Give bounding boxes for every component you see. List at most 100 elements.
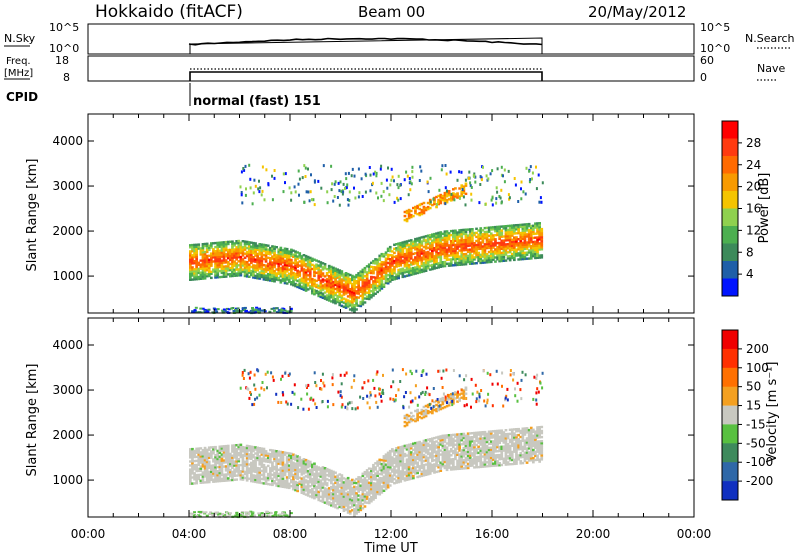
echo-cell [304, 263, 308, 266]
echo-cell [281, 469, 285, 472]
echo-cell [401, 453, 405, 456]
echo-cell [529, 241, 533, 244]
echo-cell [449, 254, 453, 257]
echo-cell [250, 471, 253, 475]
echo-cell [353, 491, 356, 495]
echo-cell [201, 471, 205, 474]
echo-cell [359, 494, 363, 497]
echo-cell [199, 267, 203, 270]
echo-cell [372, 463, 375, 467]
echo-cell [422, 268, 426, 271]
echo-cell [353, 279, 356, 283]
echo-cell [317, 286, 321, 290]
echo-cell [412, 260, 415, 264]
echo-cell [483, 261, 487, 264]
echo-cell [245, 263, 249, 266]
echo-cell [272, 309, 276, 312]
echo-cell [189, 464, 192, 467]
echo-cell [492, 236, 495, 239]
echo-cell [445, 462, 449, 465]
echo-cell [348, 308, 352, 311]
echo-cell [239, 251, 243, 255]
echo-cell [475, 227, 478, 230]
echo-cell [279, 267, 283, 270]
echo-cell [203, 471, 207, 474]
echo-cell [412, 270, 415, 274]
echo-cell [525, 227, 529, 230]
echo-cell [382, 455, 386, 458]
echo-cell [418, 440, 422, 444]
echo-cell [233, 274, 236, 277]
echo-cell [452, 237, 455, 241]
echo-cell [372, 476, 375, 479]
echo-cell [214, 276, 217, 279]
echo-cell [525, 253, 529, 256]
echo-cell [393, 467, 396, 471]
echo-cell [452, 241, 455, 245]
echo-cell [412, 466, 415, 470]
echo-cell [444, 202, 447, 206]
echo-cell [207, 464, 211, 468]
echo-cell [287, 264, 291, 267]
echo-cell [269, 271, 272, 274]
echo-cell [375, 171, 378, 175]
echo-cell [264, 480, 268, 483]
echo-cell [258, 251, 262, 254]
echo-cell [435, 436, 438, 439]
echo-cell [353, 306, 356, 309]
echo-cell [275, 462, 278, 465]
echo-cell [281, 251, 285, 254]
echo-cell [216, 472, 220, 475]
echo-cell [210, 246, 213, 249]
echo-cell [311, 257, 314, 260]
echo-cell [422, 266, 426, 269]
echo-cell [407, 459, 411, 463]
echo-cell [477, 245, 480, 249]
echo-cell [426, 234, 430, 237]
echo-cell [296, 459, 299, 462]
echo-cell [458, 263, 461, 266]
echo-cell [391, 476, 394, 479]
echo-cell [216, 243, 220, 247]
echo-cell [308, 476, 312, 480]
echo-cell [325, 288, 329, 291]
echo-cell [303, 200, 306, 204]
echo-cell [195, 267, 198, 271]
echo-cell [420, 268, 424, 272]
echo-cell [277, 252, 281, 255]
echo-cell [426, 464, 430, 468]
echo-cell [216, 241, 220, 245]
echo-cell [410, 182, 413, 186]
echo-cell [422, 205, 426, 209]
echo-cell [367, 491, 371, 495]
echo-cell [290, 474, 293, 478]
echo-cell [298, 284, 302, 287]
echo-cell [302, 274, 306, 277]
echo-cell [342, 483, 346, 486]
echo-cell [458, 255, 461, 258]
echo-cell [348, 302, 352, 305]
echo-cell [311, 463, 314, 466]
echo-cell [454, 433, 457, 436]
echo-cell [399, 256, 403, 259]
echo-cell [216, 268, 220, 271]
echo-cell [197, 463, 201, 466]
echo-cell [372, 266, 375, 269]
echo-cell [199, 479, 203, 482]
echo-cell [515, 240, 518, 243]
echo-cell [330, 496, 333, 499]
echo-cell [338, 283, 342, 286]
echo-cell [197, 267, 201, 271]
echo-cell [344, 172, 347, 176]
echo-cell [252, 256, 255, 259]
echo-cell [361, 482, 365, 486]
echo-cell [443, 250, 447, 254]
echo-cell [239, 472, 243, 475]
echo-cell [210, 450, 213, 453]
echo-cell [189, 470, 192, 473]
echo-cell [317, 498, 321, 502]
echo-cell [195, 475, 198, 479]
echo-cell [229, 470, 232, 474]
echo-cell [403, 479, 407, 482]
echo-cell [313, 278, 316, 282]
